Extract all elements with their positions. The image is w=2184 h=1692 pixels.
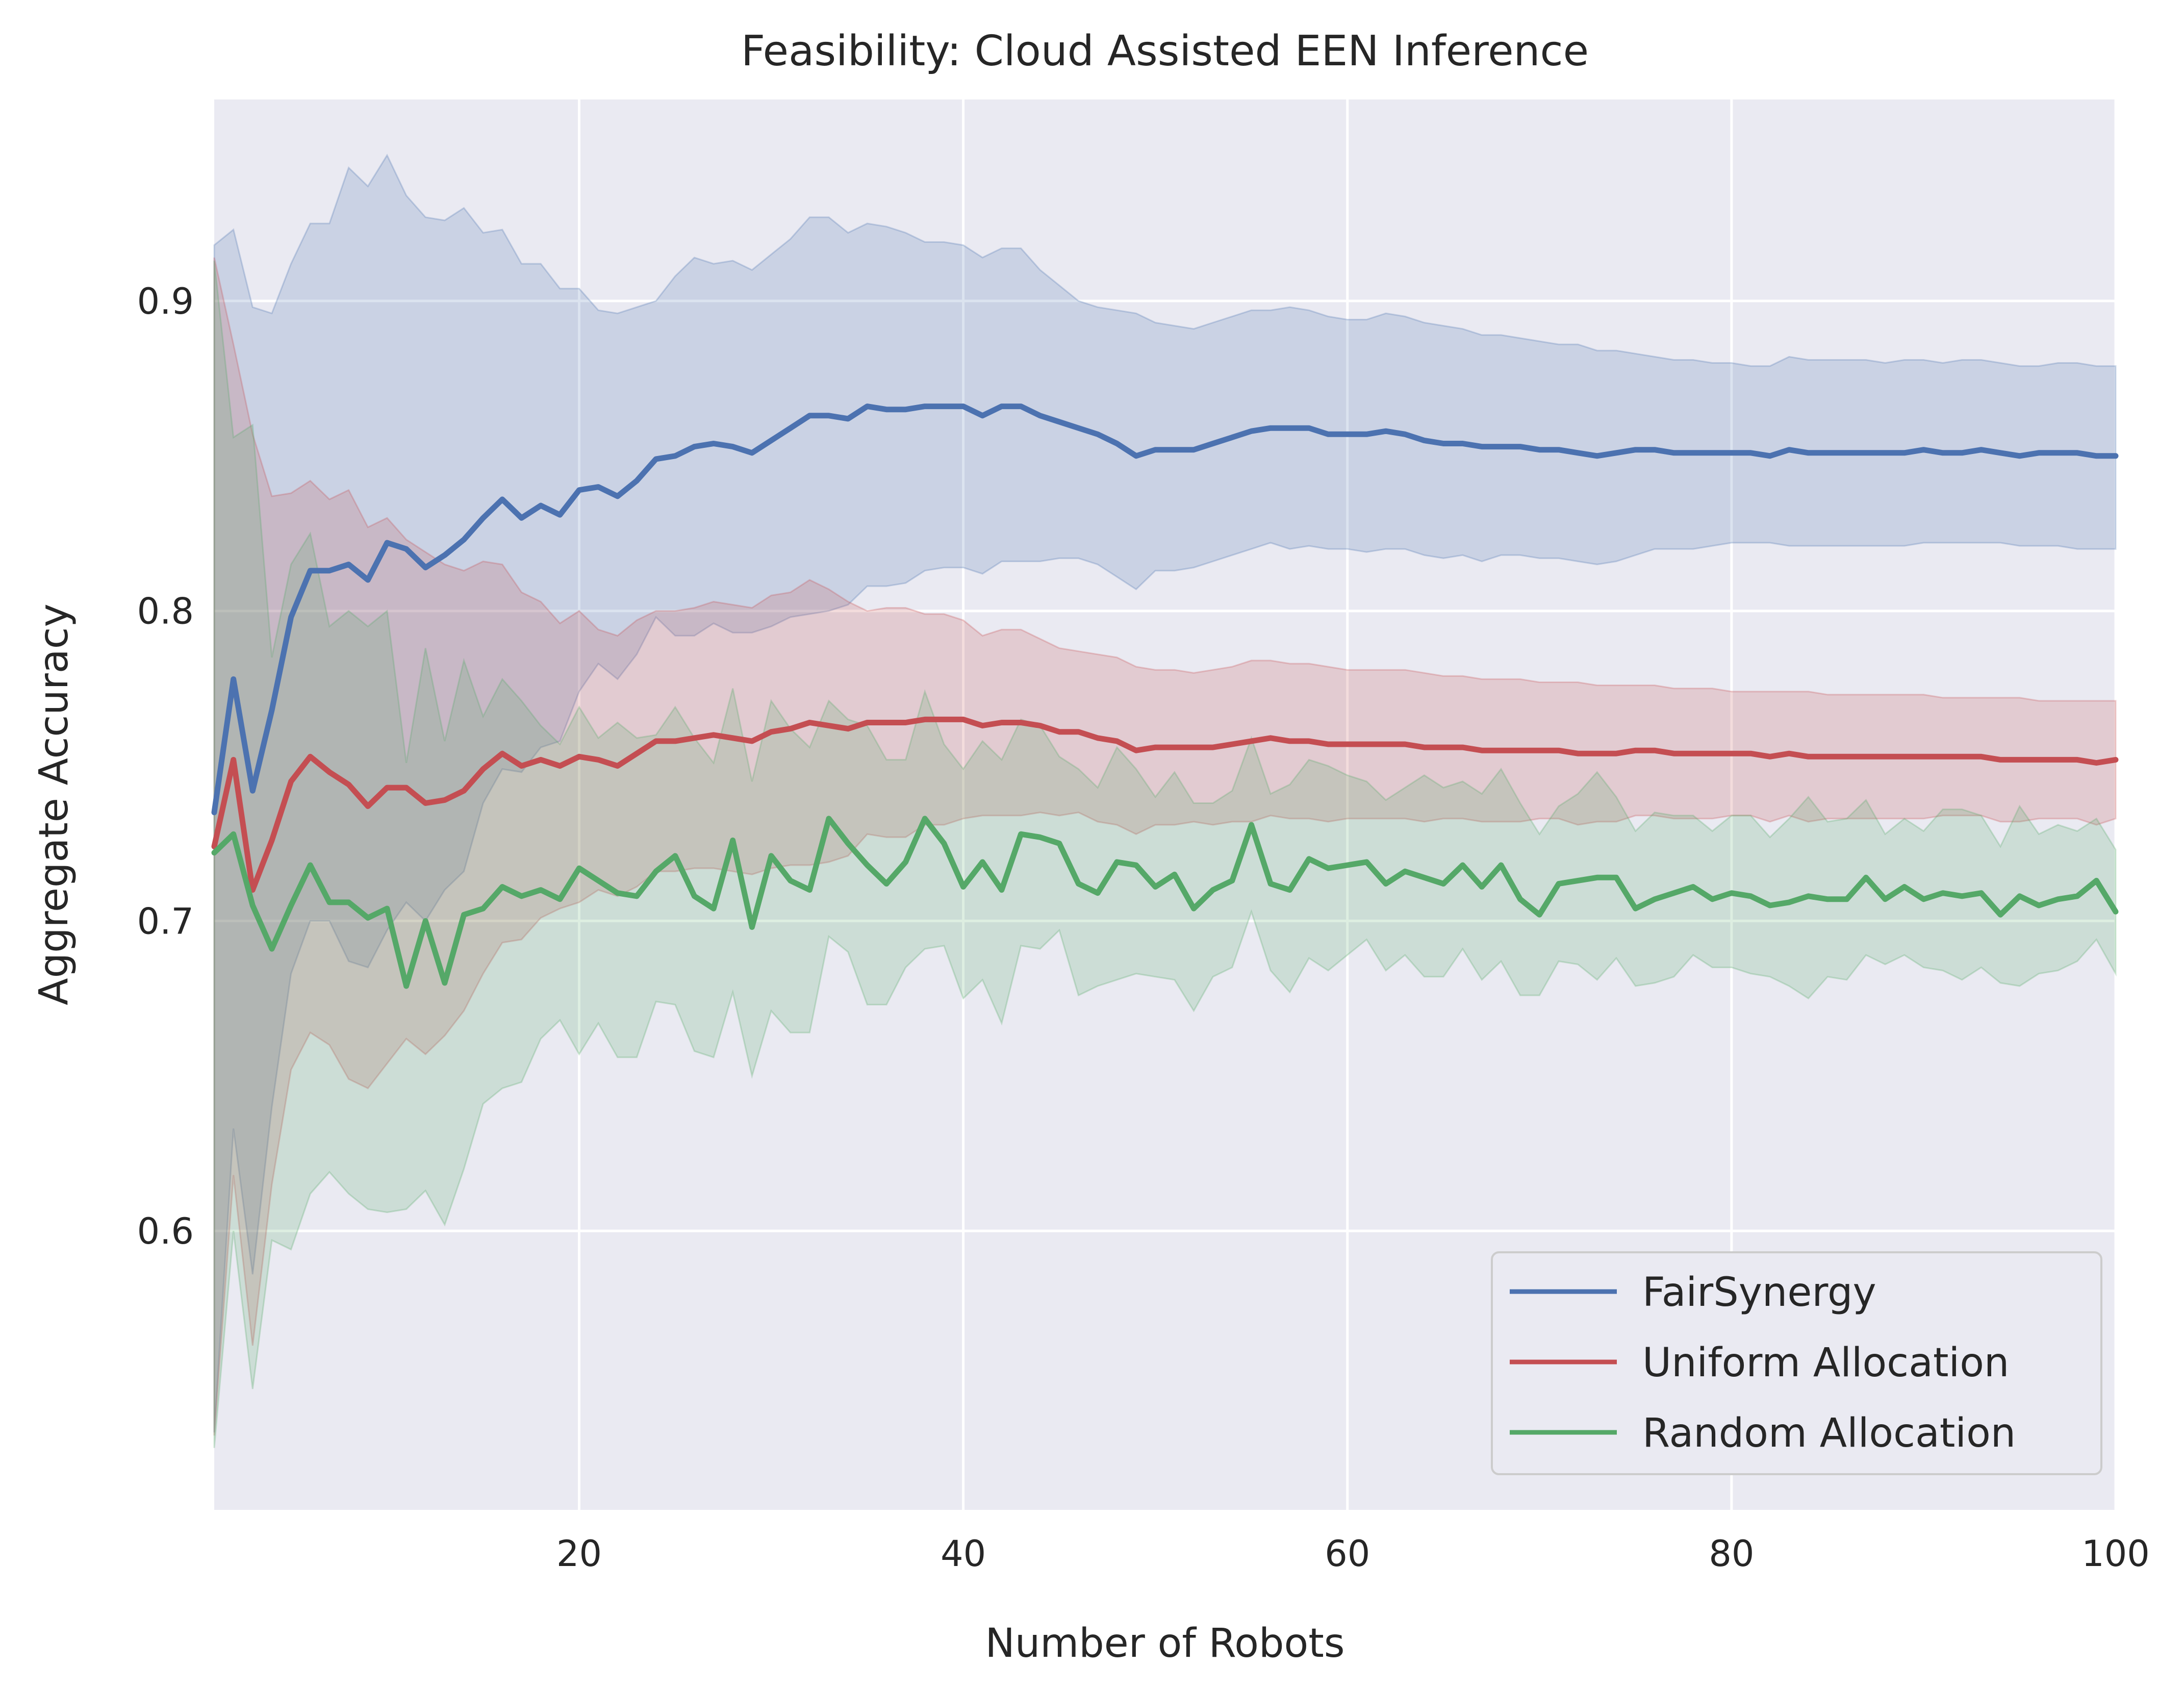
x-tick-80: 80 — [1709, 1533, 1754, 1575]
x-tick-20: 20 — [556, 1533, 602, 1575]
legend: FairSynergy Uniform Allocation Random Al… — [1491, 1251, 2102, 1475]
y-tick-0-8: 0.8 — [137, 591, 194, 633]
x-tick-60: 60 — [1325, 1533, 1370, 1575]
legend-label-random-allocation: Random Allocation — [1642, 1410, 2016, 1456]
legend-label-uniform-allocation: Uniform Allocation — [1642, 1340, 2009, 1386]
y-axis-label: Aggregate Accuracy — [31, 603, 77, 1005]
x-axis-label: Number of Robots — [985, 1621, 1345, 1666]
y-tick-0-9: 0.9 — [137, 281, 194, 322]
confidence-bands — [213, 154, 2117, 1448]
x-tick-40: 40 — [941, 1533, 986, 1575]
x-tick-labels: 20 40 60 80 100 — [556, 1533, 2150, 1575]
uniform-allocation-line — [211, 716, 2119, 893]
x-tick-100: 100 — [2081, 1533, 2150, 1575]
y-tick-labels: 0.6 0.7 0.8 0.9 — [137, 281, 194, 1252]
chart-title: Feasibility: Cloud Assisted EEN Inferenc… — [741, 27, 1589, 75]
y-tick-0-7: 0.7 — [137, 900, 194, 942]
y-gridlines — [214, 299, 2116, 1232]
random-allocation-line — [211, 816, 2119, 989]
y-tick-0-6: 0.6 — [137, 1210, 194, 1252]
legend-box — [1491, 1251, 2102, 1475]
fairsynergy-band — [213, 154, 2117, 1433]
legend-label-fairsynergy: FairSynergy — [1642, 1270, 1876, 1316]
series-lines — [211, 403, 2119, 989]
uniform-allocation-band — [213, 257, 2117, 1436]
random-allocation-band — [213, 260, 2117, 1448]
fairsynergy-line — [211, 403, 2119, 816]
